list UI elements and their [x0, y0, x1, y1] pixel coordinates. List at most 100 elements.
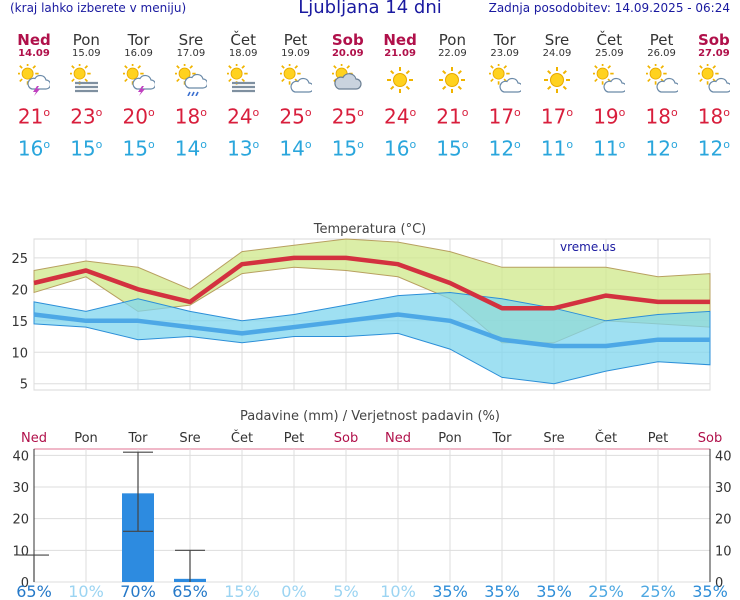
min-temperature: 15o [436, 136, 469, 161]
day-date: 22.09 [438, 48, 467, 59]
day-date: 23.09 [490, 48, 519, 59]
y-tick-label-right: 20 [715, 513, 732, 528]
sun-cloud-icon [645, 64, 678, 93]
day-name: Čet [596, 31, 623, 49]
day-date: 20.09 [331, 48, 364, 59]
max-temperature: 18o [697, 104, 730, 129]
precipitation-probability-label: 0% [281, 582, 306, 600]
precipitation-day-label: Pet [284, 431, 304, 446]
sun-icon [387, 67, 414, 93]
min-temperature: 15o [331, 136, 364, 161]
precipitation-day-label: Čet [595, 430, 617, 446]
day-name: Ned [17, 31, 51, 49]
day-name: Pet [649, 31, 674, 49]
min-temperature-line [33, 312, 710, 349]
y-tick-label-left: 0 [21, 576, 29, 591]
precipitation-day-label: Tor [127, 431, 148, 446]
max-temperature: 17o [488, 104, 521, 129]
day-date: 21.09 [384, 48, 416, 59]
day-date: 14.09 [18, 48, 50, 59]
day-date: 17.09 [176, 48, 206, 59]
min-temperature: 14o [174, 136, 207, 161]
sun-cloud-icon [488, 64, 521, 93]
precipitation-day-label: Sob [698, 431, 722, 446]
day-column: Sob 20.09 25o 15o [322, 32, 374, 172]
max-temperature: 24o [227, 104, 260, 129]
day-name: Tor [493, 31, 516, 49]
day-column: Čet 25.09 19o 11o [583, 32, 635, 172]
day-column: Pon 22.09 21o 15o [426, 32, 478, 172]
min-temperature: 11o [593, 136, 626, 161]
precipitation-day-label: Ned [385, 431, 411, 446]
precipitation-probability-label: 15% [224, 582, 260, 600]
y-tick-label-left: 30 [12, 481, 29, 496]
precipitation-day-label: Pon [438, 431, 462, 446]
sun-fog-icon [227, 64, 256, 93]
precipitation-error-bar [19, 554, 49, 582]
day-column: Čet 18.09 24o 13o [217, 32, 269, 172]
max-temperature: 19o [593, 104, 626, 129]
day-column: Sre 17.09 18o 14o [165, 32, 217, 172]
cloud-sun-icon [331, 64, 362, 90]
day-column: Sob 27.09 18o 12o [688, 32, 740, 172]
day-name: Ned [383, 31, 417, 49]
day-name: Sob [697, 31, 730, 49]
day-name: Pon [438, 31, 466, 49]
precipitation-day-label: Čet [231, 430, 253, 446]
precipitation-probability-label: 35% [536, 582, 572, 600]
y-tick-label: 5 [20, 378, 28, 393]
day-date: 26.09 [647, 48, 676, 59]
min-temperature: 12o [697, 136, 730, 161]
precipitation-day-label: Pon [74, 431, 98, 446]
vreme-us-watermark: vreme.us [560, 240, 616, 254]
precipitation-day-label: Sre [543, 431, 564, 446]
min-temperature: 15o [122, 136, 155, 161]
day-date: 19.09 [281, 48, 310, 59]
min-temperature: 16o [384, 136, 417, 161]
day-column: Tor 16.09 20o 15o [113, 32, 165, 172]
day-name: Sre [178, 31, 204, 49]
daily-forecast-strip: Ned 14.09 21o 16o Pon 15.09 23o 15o Tor 16.09 20o 1… [8, 32, 736, 172]
location-hint: (kraj lahko izberete v meniju) [10, 1, 187, 15]
day-name: Pon [72, 31, 100, 49]
y-tick-label: 20 [11, 283, 28, 298]
precipitation-probability-label: 70% [120, 582, 156, 600]
top-bar: (kraj lahko izberete v meniju) Ljubljana… [0, 0, 740, 20]
day-date: 24.09 [542, 48, 572, 59]
precipitation-probability-label: 25% [588, 582, 624, 600]
max-temperature-line [33, 255, 710, 311]
precipitation-probability-label: 25% [640, 582, 676, 600]
precipitation-day-label: Sob [334, 431, 358, 446]
sun-cloud-icon [593, 64, 626, 93]
precipitation-probability-label: 65% [172, 582, 208, 600]
y-tick-label: 15 [11, 315, 28, 330]
day-column: Pon 15.09 23o 15o [60, 32, 112, 172]
min-temperature: 16o [17, 136, 51, 161]
sun-icon [439, 67, 466, 93]
min-temperature: 15o [70, 136, 103, 161]
sun-cloud-thunder-icon [122, 64, 155, 96]
day-column: Tor 23.09 17o 12o [479, 32, 531, 172]
temperature-chart-title: Temperatura (°C) [313, 222, 426, 237]
y-tick-label: 25 [11, 252, 28, 267]
y-tick-label-left: 20 [12, 513, 29, 528]
y-tick-label-right: 30 [715, 481, 732, 496]
max-temperature: 18o [645, 104, 678, 129]
min-temperature: 12o [645, 136, 678, 161]
precipitation-day-label: Sre [179, 431, 200, 446]
last-updated: Zadnja posodobitev: 14.09.2025 - 06:24 [488, 1, 730, 15]
min-temperature-range-band [33, 291, 711, 385]
y-tick-label-left: 40 [12, 449, 29, 464]
sun-cloud-rain-icon [174, 64, 207, 96]
day-name: Sre [544, 31, 570, 49]
day-column: Ned 14.09 21o 16o [8, 32, 60, 172]
sun-cloud-thunder-icon [18, 64, 50, 96]
precipitation-probability-label: 10% [68, 582, 104, 600]
max-temperature: 20o [122, 104, 155, 129]
day-name: Pet [283, 31, 308, 49]
day-name: Čet [230, 31, 256, 49]
day-date: 27.09 [698, 48, 730, 59]
sun-fog-icon [70, 64, 99, 93]
day-name: Sob [331, 31, 364, 49]
